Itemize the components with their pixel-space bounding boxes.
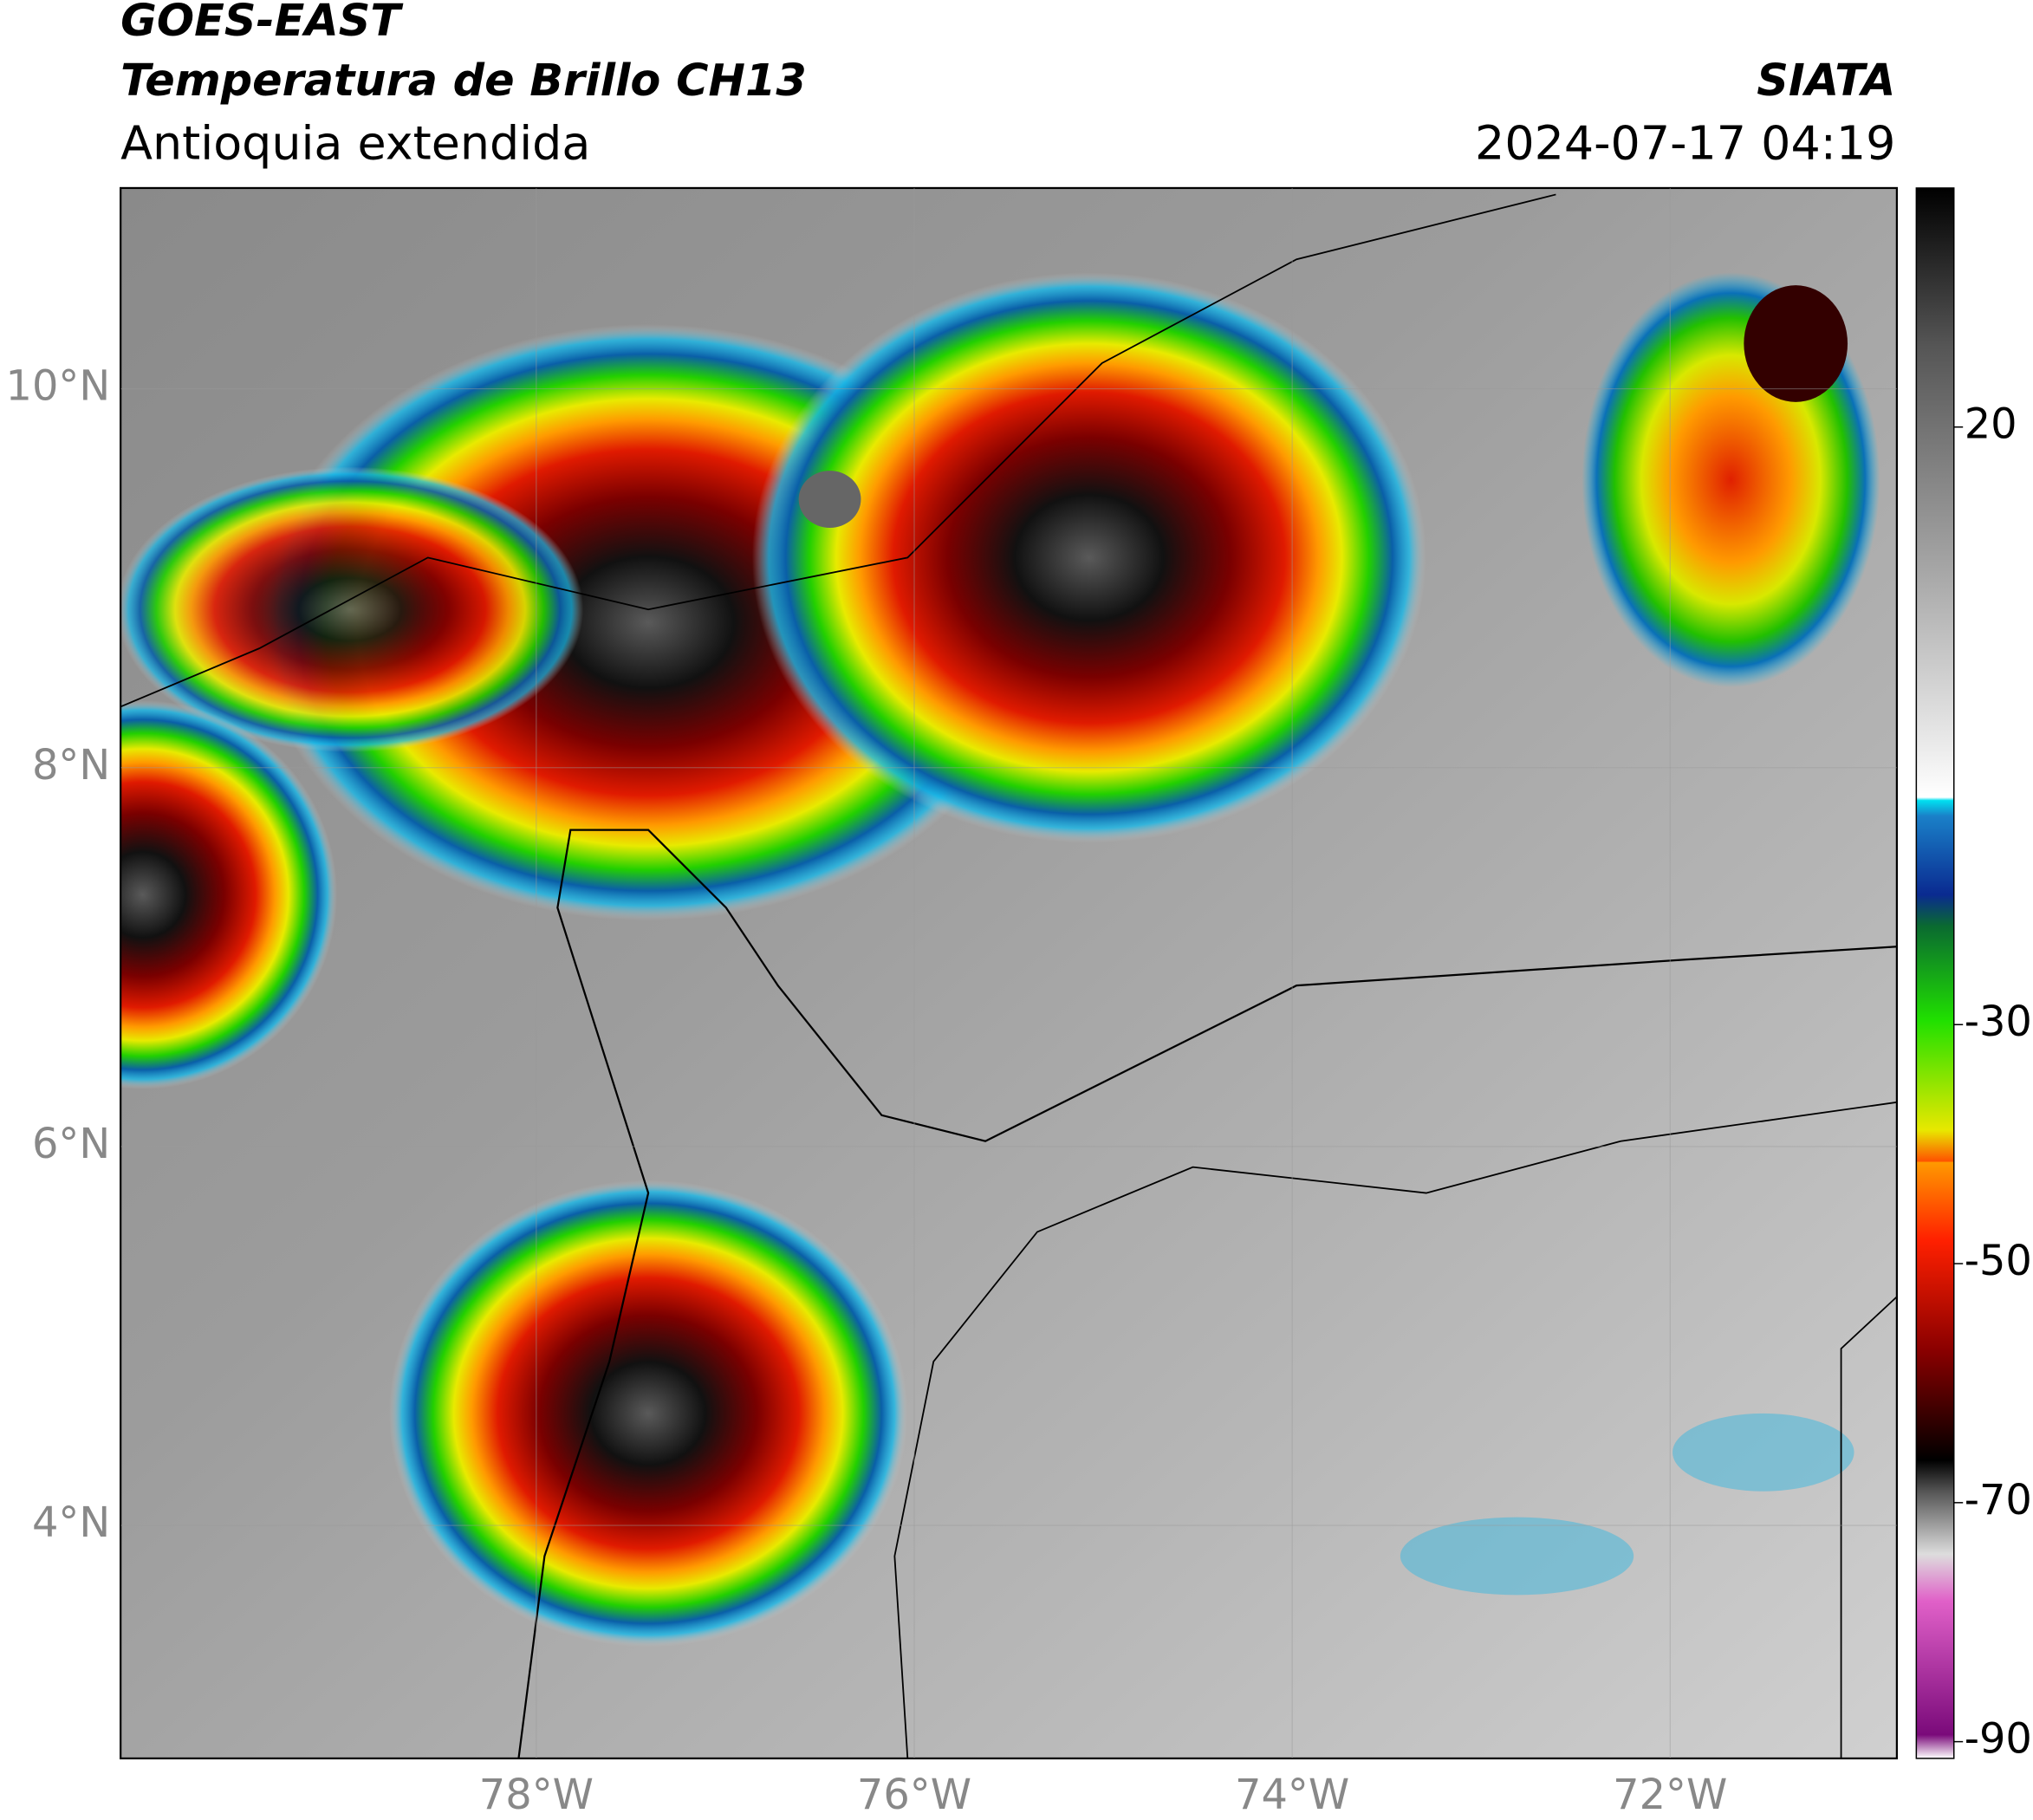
colorbar-label: -70 <box>1965 1477 2032 1524</box>
colorbar <box>1915 187 1955 1759</box>
map-image <box>120 187 1897 1758</box>
colorbar-label: -30 <box>1965 998 2032 1046</box>
product: Temperatura de Brillo CH13 <box>120 55 807 106</box>
lat-label: 6°N <box>32 1121 110 1168</box>
datetime: 2024-07-17 04:19 <box>1475 116 1895 171</box>
colorbar-label: -50 <box>1965 1238 2032 1285</box>
lat-label: 10°N <box>6 363 111 411</box>
agency: SIATA <box>1757 55 1895 106</box>
lat-label: 4°N <box>32 1499 110 1547</box>
colorbar-label: -90 <box>1965 1716 2032 1764</box>
lon-label: 72°W <box>1613 1771 1727 1819</box>
lon-label: 76°W <box>857 1771 971 1819</box>
lon-label: 78°W <box>479 1771 594 1819</box>
map-frame <box>120 186 1899 1760</box>
lat-label: 8°N <box>32 742 110 790</box>
title: GOES-EAST <box>120 0 404 46</box>
colorbar-label: 20 <box>1965 401 2017 449</box>
lon-label: 74°W <box>1235 1771 1349 1819</box>
region: Antioquia extendida <box>120 116 590 171</box>
ticks: 10°N 8°N 6°N 4°N 78°W 76°W 74°W 72°W 20 -30 -50 -70… <box>6 187 2032 1819</box>
